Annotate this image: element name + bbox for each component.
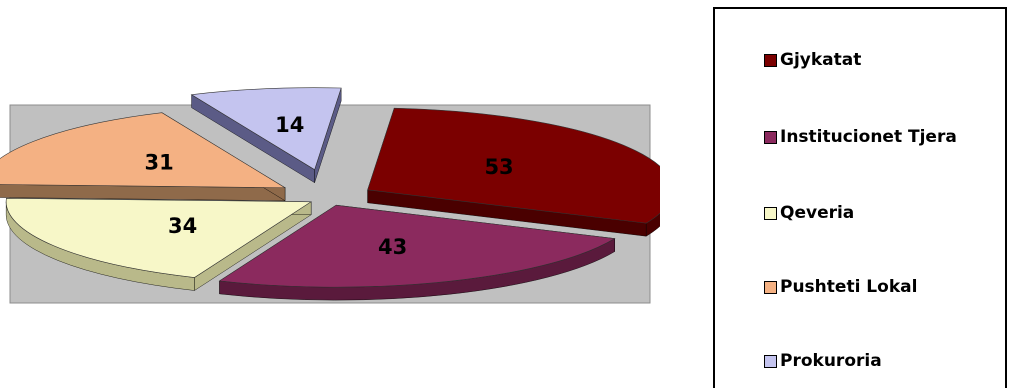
legend-swatch <box>764 280 777 294</box>
pie-chart-area: 14 31 53 34 43 <box>0 87 660 304</box>
slice-top <box>0 112 287 189</box>
legend-item-gjykatat: Gjykatat <box>764 50 861 70</box>
data-label-qeveria: 34 <box>168 214 197 238</box>
pie-data-labels: 14 31 53 34 43 <box>144 113 513 259</box>
pie-slice-gjykatat <box>367 107 660 237</box>
legend-label: Institucionet Tjera <box>780 127 957 147</box>
data-label-gjykatat: 53 <box>484 155 513 179</box>
data-label-prokuroria: 14 <box>275 113 304 137</box>
pie-slice-qeveria <box>5 197 313 291</box>
slice-top <box>190 87 342 171</box>
legend-item-prokuroria: Prokuroria <box>764 351 882 371</box>
data-label-institucionet-tjera: 43 <box>378 235 407 259</box>
slice-rim <box>646 212 660 237</box>
legend-label: Qeveria <box>780 203 855 223</box>
legend-label: Prokuroria <box>780 351 882 371</box>
legend-swatch <box>764 206 777 220</box>
pie-chart: 14 31 53 34 43 <box>0 87 660 304</box>
slice-top <box>5 197 313 278</box>
legend-label: Pushteti Lokal <box>780 277 918 297</box>
legend-label: Gjykatat <box>780 50 862 70</box>
legend-swatch <box>764 354 777 368</box>
pie-slices <box>0 87 660 301</box>
data-label-pushteti-lokal: 31 <box>144 150 173 174</box>
chart-legend: Gjykatat Institucionet Tjera Qeveria Pus… <box>713 7 1007 388</box>
pie-slice-pushteti-lokal <box>0 112 287 202</box>
legend-swatch <box>764 130 777 144</box>
legend-swatch <box>764 53 777 67</box>
legend-item-pushteti-lokal: Pushteti Lokal <box>764 277 917 297</box>
slice-top <box>367 107 660 224</box>
pie-slice-prokuroria <box>190 87 342 184</box>
slice-top <box>218 204 616 288</box>
pie-slice-institucionet-tjera <box>218 204 616 301</box>
legend-item-institucionet-tjera: Institucionet Tjera <box>764 127 957 147</box>
legend-item-qeveria: Qeveria <box>764 203 854 223</box>
